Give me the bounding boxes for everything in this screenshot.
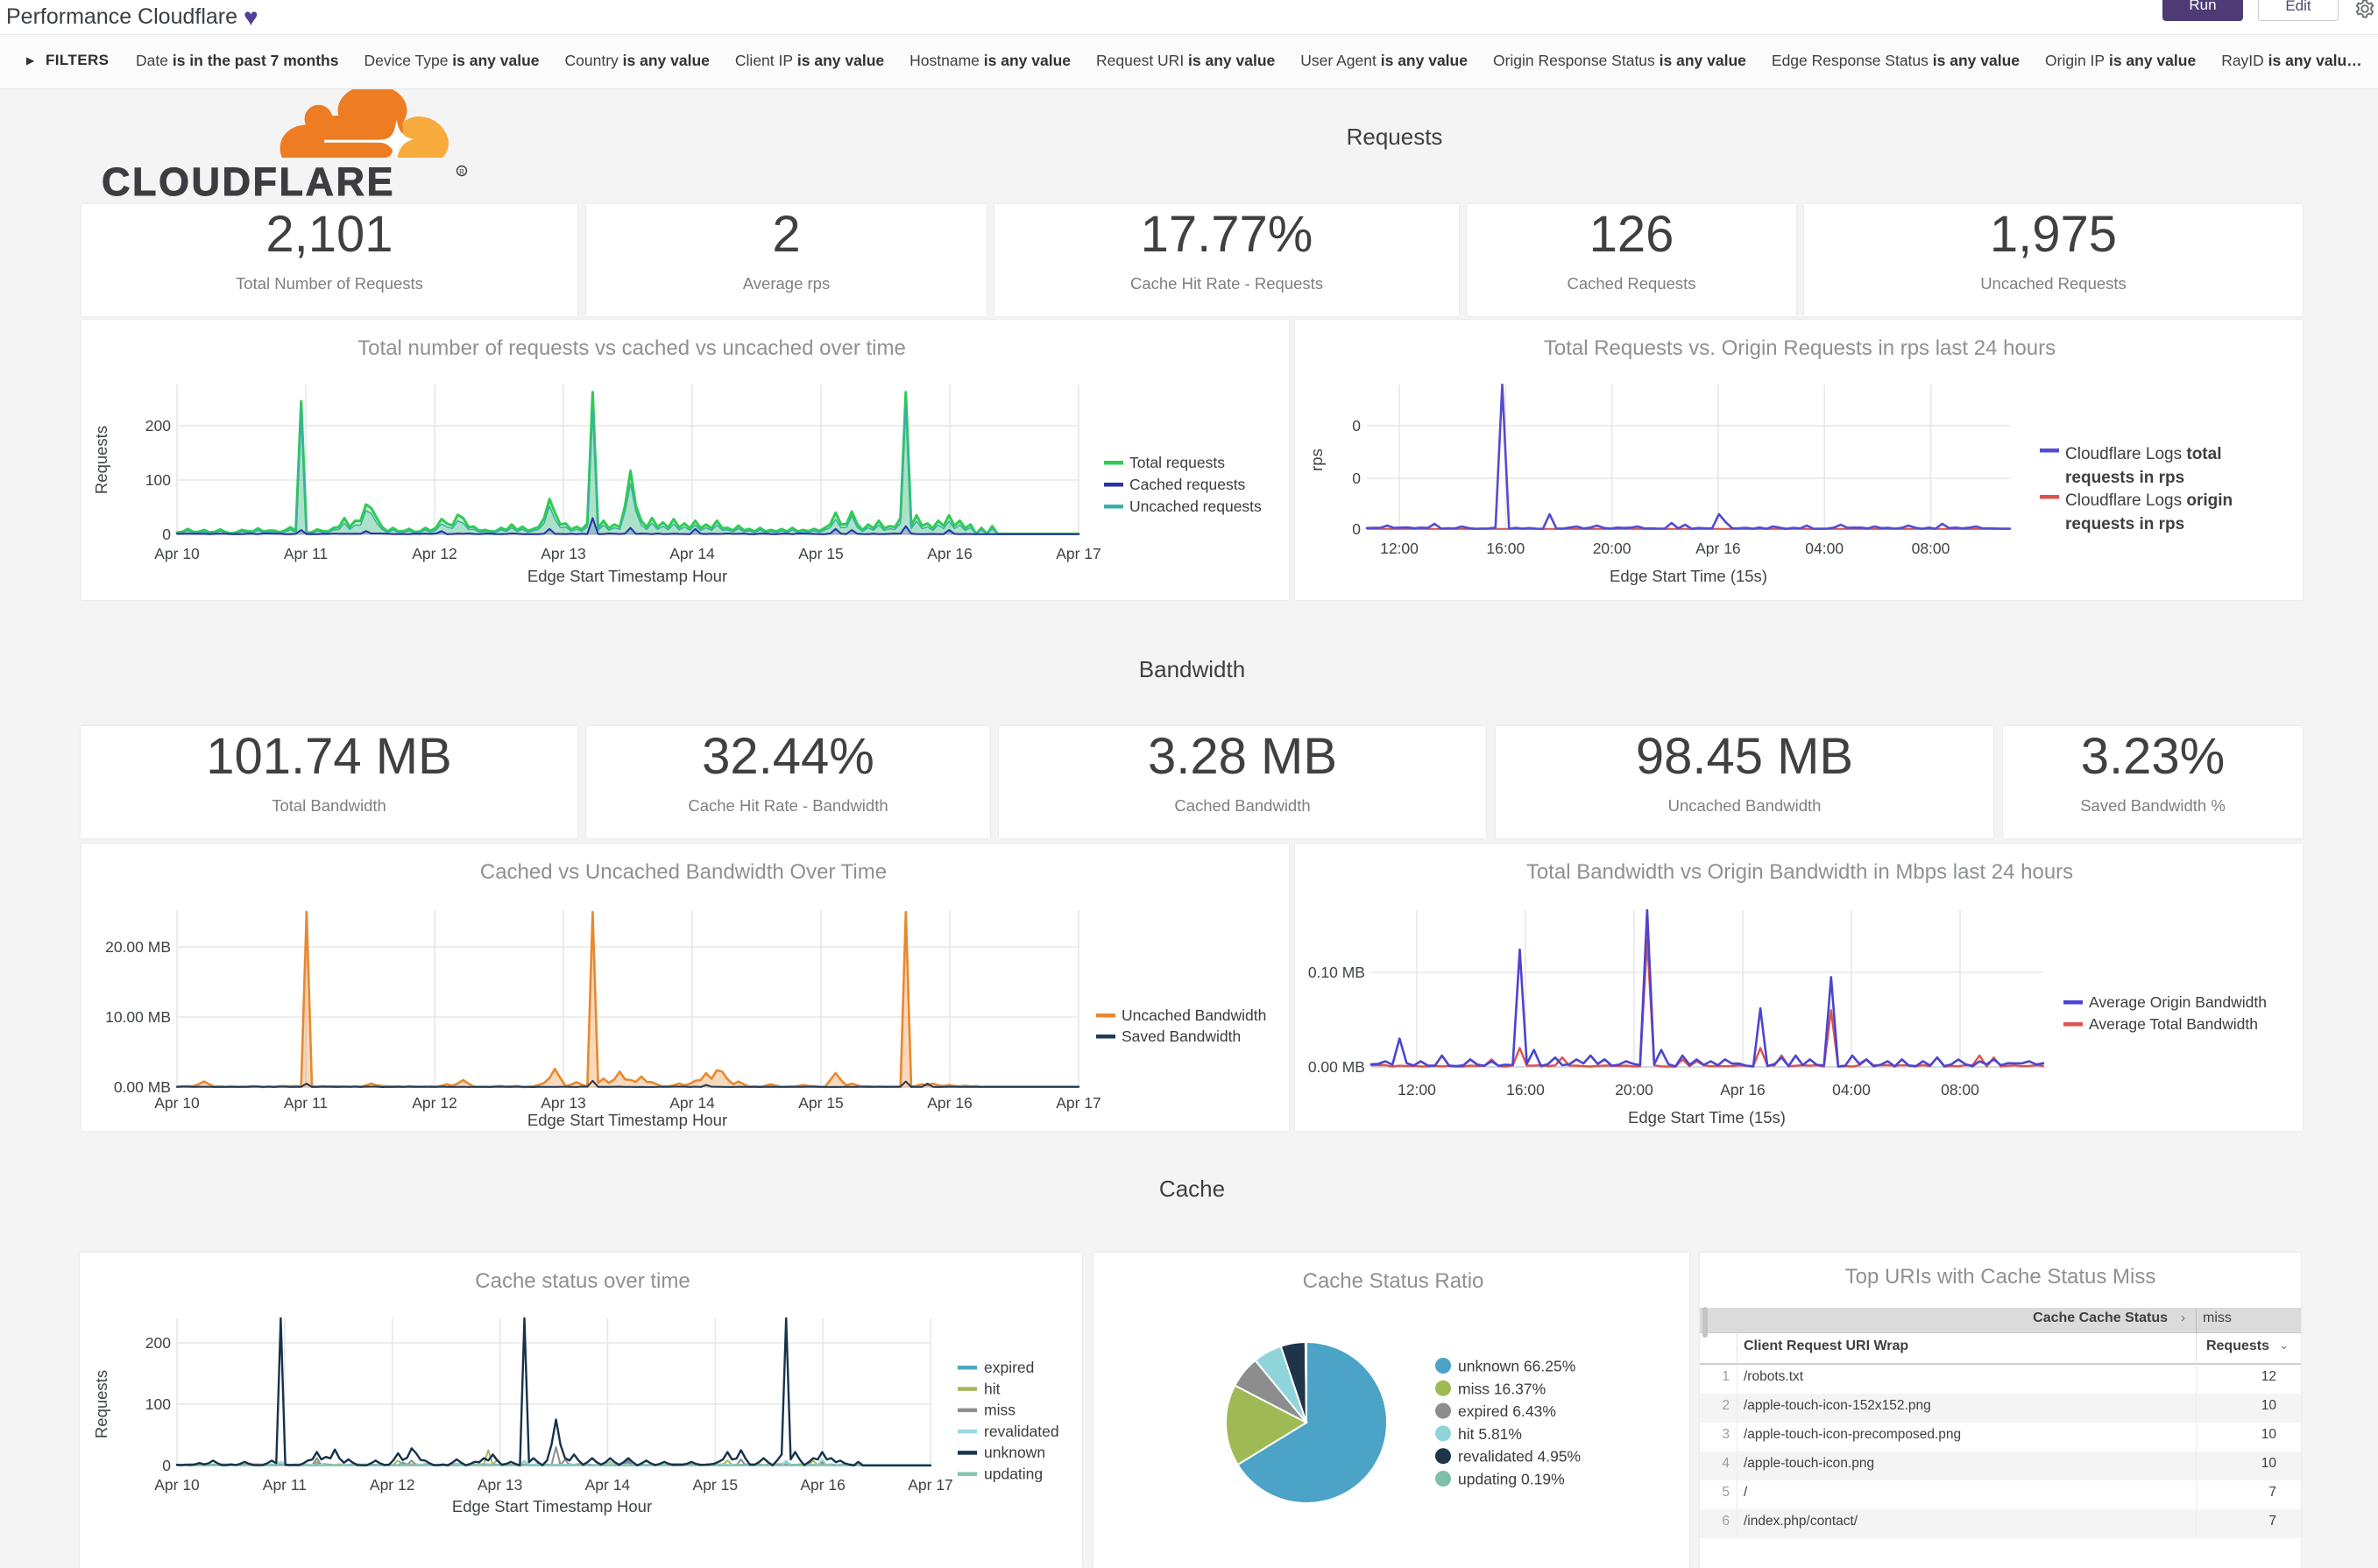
- svg-text:Requests: Requests: [92, 1370, 110, 1438]
- svg-text:updating 0.19%: updating 0.19%: [1458, 1471, 1565, 1488]
- svg-text:Total requests: Total requests: [1129, 454, 1225, 471]
- svg-text:Apr 17: Apr 17: [1056, 545, 1101, 562]
- svg-text:Uncached Bandwidth: Uncached Bandwidth: [1122, 1006, 1266, 1024]
- svg-text:Apr 12: Apr 12: [412, 1094, 457, 1112]
- svg-text:08:00: 08:00: [1941, 1081, 1979, 1098]
- svg-text:16:00: 16:00: [1486, 540, 1525, 557]
- svg-text:Cached requests: Cached requests: [1129, 476, 1246, 493]
- svg-text:Apr 14: Apr 14: [669, 1094, 715, 1112]
- svg-text:Cached vs Uncached Bandwidth O: Cached vs Uncached Bandwidth Over Time: [480, 860, 887, 884]
- svg-text:Apr 16: Apr 16: [800, 1476, 846, 1494]
- svg-text:Cloudflare Logs origin: Cloudflare Logs origin: [2065, 491, 2233, 510]
- svg-text:Cache status over time: Cache status over time: [475, 1269, 690, 1293]
- svg-text:Apr 14: Apr 14: [585, 1476, 631, 1494]
- svg-text:Edge Start Timestamp Hour: Edge Start Timestamp Hour: [527, 567, 727, 585]
- svg-text:Apr 15: Apr 15: [693, 1476, 739, 1494]
- svg-text:Saved Bandwidth: Saved Bandwidth: [1122, 1028, 1241, 1045]
- svg-text:Apr 10: Apr 10: [154, 1094, 200, 1112]
- svg-text:Uncached requests: Uncached requests: [1129, 498, 1262, 515]
- svg-text:0: 0: [1352, 470, 1361, 487]
- svg-text:Apr 10: Apr 10: [154, 1476, 200, 1494]
- svg-text:Apr 17: Apr 17: [1056, 1094, 1101, 1112]
- svg-text:Apr 16: Apr 16: [927, 1094, 973, 1112]
- svg-text:Apr 13: Apr 13: [541, 1094, 586, 1112]
- svg-text:Average Total Bandwidth: Average Total Bandwidth: [2089, 1015, 2258, 1033]
- svg-text:Apr 16: Apr 16: [1695, 540, 1741, 557]
- svg-text:Requests: Requests: [92, 426, 110, 494]
- svg-text:04:00: 04:00: [1832, 1081, 1871, 1098]
- svg-text:200: 200: [145, 1334, 171, 1352]
- svg-text:Apr 15: Apr 15: [798, 1094, 844, 1112]
- svg-text:miss: miss: [984, 1402, 1016, 1419]
- svg-text:08:00: 08:00: [1912, 540, 1950, 557]
- svg-text:R: R: [459, 168, 464, 176]
- svg-text:Apr 11: Apr 11: [284, 1094, 328, 1112]
- svg-text:0: 0: [162, 1457, 171, 1474]
- svg-text:Edge Start Timestamp Hour: Edge Start Timestamp Hour: [452, 1497, 652, 1515]
- svg-text:20:00: 20:00: [1593, 540, 1631, 557]
- svg-text:Apr 17: Apr 17: [908, 1476, 953, 1494]
- svg-text:expired: expired: [984, 1359, 1034, 1376]
- svg-text:12:00: 12:00: [1380, 540, 1419, 557]
- svg-text:0: 0: [1352, 520, 1361, 538]
- svg-text:hit: hit: [984, 1380, 1001, 1397]
- svg-text:100: 100: [145, 1395, 171, 1413]
- svg-text:Edge Start Time (15s): Edge Start Time (15s): [1628, 1108, 1786, 1127]
- svg-text:0: 0: [1352, 417, 1361, 434]
- svg-text:Apr 12: Apr 12: [370, 1476, 415, 1494]
- svg-text:Apr 11: Apr 11: [284, 545, 328, 562]
- svg-text:Total number of requests vs ca: Total number of requests vs cached vs un…: [357, 336, 906, 360]
- svg-text:200: 200: [145, 417, 171, 434]
- svg-text:0.10 MB: 0.10 MB: [1308, 964, 1365, 981]
- svg-text:rps: rps: [1307, 449, 1326, 471]
- svg-text:Edge Start Timestamp Hour: Edge Start Timestamp Hour: [527, 1111, 727, 1129]
- svg-text:CLOUDFLARE: CLOUDFLARE: [102, 159, 395, 200]
- svg-text:hit 5.81%: hit 5.81%: [1458, 1425, 1522, 1443]
- svg-text:updating: updating: [984, 1466, 1043, 1483]
- svg-text:miss 16.37%: miss 16.37%: [1458, 1380, 1546, 1397]
- svg-text:0.00 MB: 0.00 MB: [114, 1078, 171, 1096]
- svg-text:revalidated 4.95%: revalidated 4.95%: [1458, 1448, 1581, 1466]
- svg-text:20:00: 20:00: [1615, 1081, 1653, 1098]
- svg-text:16:00: 16:00: [1506, 1081, 1545, 1098]
- svg-text:Average Origin Bandwidth: Average Origin Bandwidth: [2089, 993, 2267, 1011]
- svg-text:unknown 66.25%: unknown 66.25%: [1458, 1358, 1575, 1375]
- svg-text:Total Bandwidth vs Origin Band: Total Bandwidth vs Origin Bandwidth in M…: [1526, 860, 2073, 884]
- svg-text:Apr 14: Apr 14: [669, 545, 715, 562]
- svg-text:Apr 12: Apr 12: [412, 545, 457, 562]
- svg-text:0.00 MB: 0.00 MB: [1308, 1058, 1365, 1076]
- svg-text:Total Requests vs. Origin Requ: Total Requests vs. Origin Requests in rp…: [1544, 336, 2056, 360]
- svg-text:Apr 11: Apr 11: [263, 1476, 307, 1494]
- svg-text:requests in rps: requests in rps: [2065, 515, 2184, 533]
- svg-text:Apr 16: Apr 16: [1720, 1081, 1766, 1098]
- svg-text:revalidated: revalidated: [984, 1423, 1059, 1440]
- svg-text:Apr 15: Apr 15: [798, 545, 844, 562]
- svg-text:Cloudflare Logs total: Cloudflare Logs total: [2065, 445, 2221, 463]
- svg-text:100: 100: [145, 471, 171, 489]
- svg-text:Edge Start Time (15s): Edge Start Time (15s): [1610, 567, 1767, 585]
- svg-text:expired 6.43%: expired 6.43%: [1458, 1402, 1556, 1420]
- svg-text:0: 0: [162, 526, 171, 543]
- svg-text:Apr 13: Apr 13: [541, 545, 586, 562]
- svg-text:requests in rps: requests in rps: [2065, 469, 2184, 487]
- svg-text:Apr 16: Apr 16: [927, 545, 973, 562]
- svg-text:Apr 10: Apr 10: [154, 545, 200, 562]
- svg-text:04:00: 04:00: [1805, 540, 1844, 557]
- svg-text:Apr 13: Apr 13: [478, 1476, 523, 1494]
- svg-text:unknown: unknown: [984, 1444, 1045, 1461]
- svg-text:20.00 MB: 20.00 MB: [105, 938, 171, 956]
- svg-text:10.00 MB: 10.00 MB: [105, 1008, 171, 1026]
- svg-text:Cache Status Ratio: Cache Status Ratio: [1303, 1269, 1484, 1293]
- svg-text:12:00: 12:00: [1398, 1081, 1436, 1098]
